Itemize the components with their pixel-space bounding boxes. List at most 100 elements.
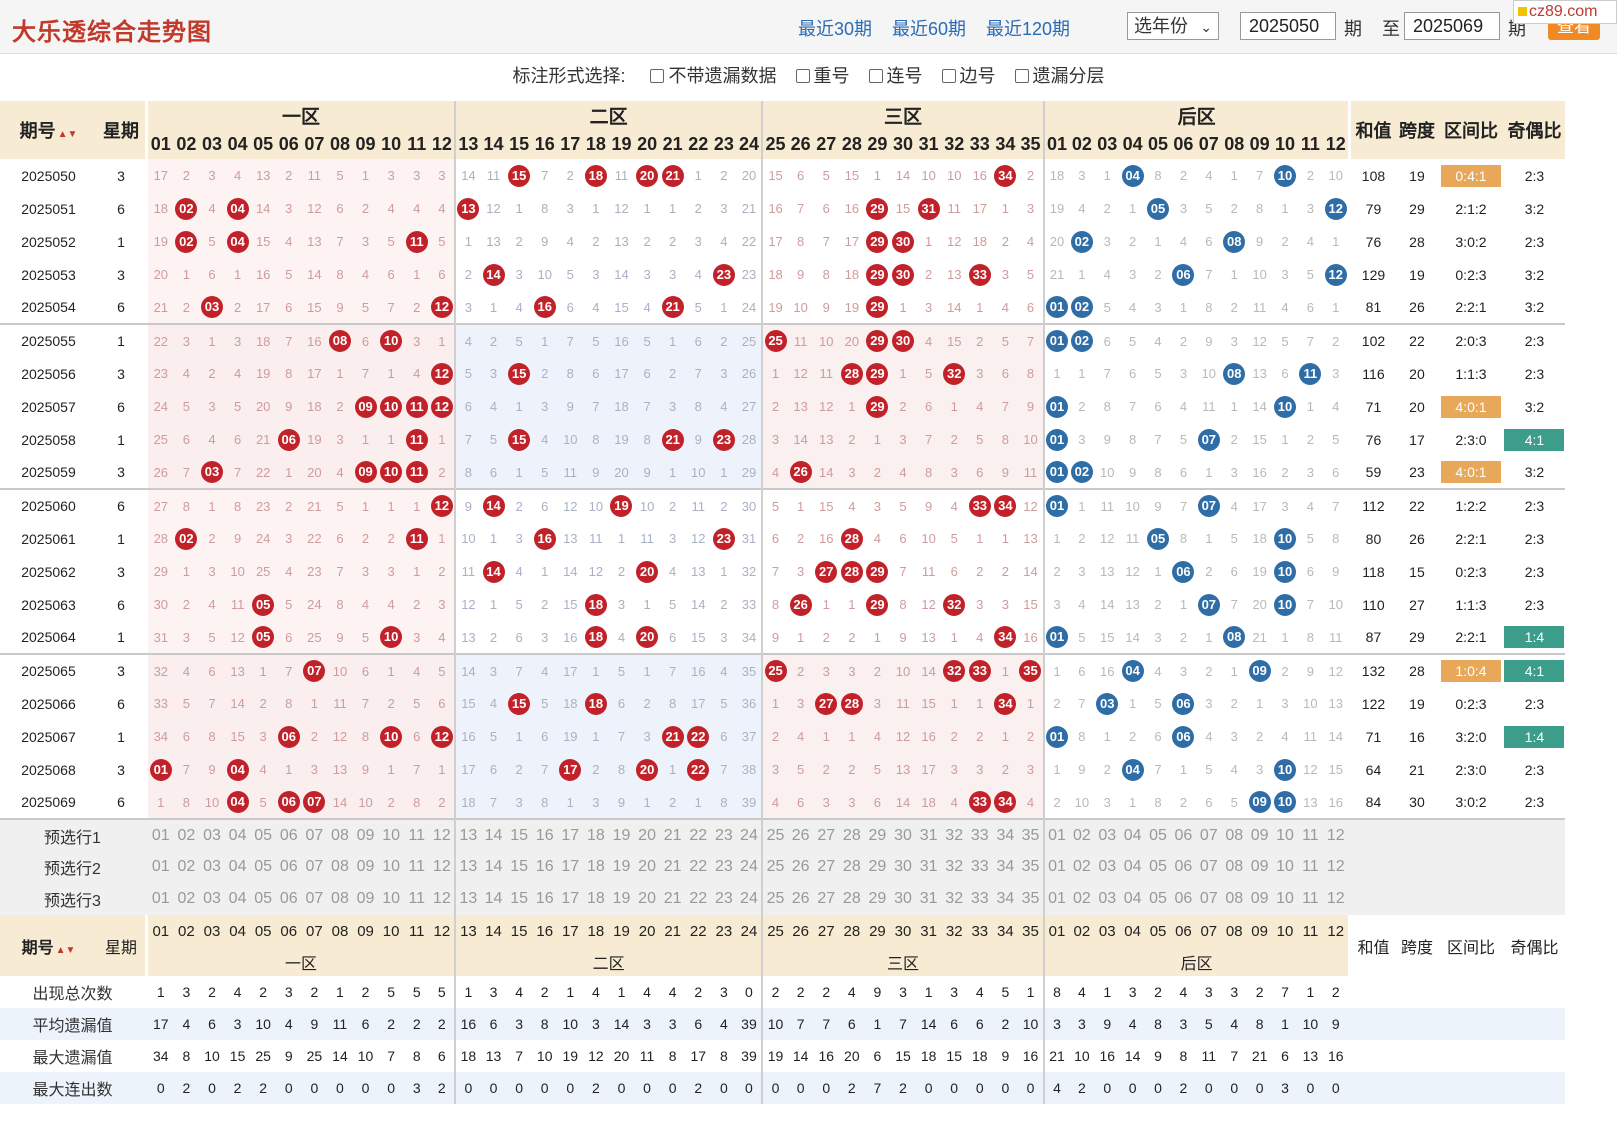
preselect-number[interactable]: 14 bbox=[480, 883, 507, 915]
preselect-number[interactable]: 07 bbox=[301, 851, 328, 883]
preselect-number[interactable]: 11 bbox=[403, 883, 430, 915]
preselect-number[interactable]: 13 bbox=[454, 818, 481, 851]
preselect-number[interactable]: 02 bbox=[1069, 851, 1095, 883]
preselect-number[interactable]: 35 bbox=[1018, 883, 1044, 915]
preselect-number[interactable]: 27 bbox=[813, 818, 840, 851]
preselect-number[interactable]: 03 bbox=[199, 883, 225, 915]
option-edge[interactable]: 边号 bbox=[941, 62, 996, 88]
preselect-number[interactable]: 01 bbox=[1042, 851, 1070, 883]
preselect-number[interactable]: 32 bbox=[941, 818, 967, 851]
option-repeat[interactable]: 重号 bbox=[795, 62, 850, 88]
preselect-number[interactable]: 02 bbox=[173, 818, 200, 851]
preselect-number[interactable]: 25 bbox=[761, 851, 788, 883]
preselect-number[interactable]: 07 bbox=[301, 818, 328, 851]
preselect-number[interactable]: 08 bbox=[1221, 851, 1247, 883]
preselect-number[interactable]: 14 bbox=[480, 818, 507, 851]
preselect-number[interactable]: 02 bbox=[1069, 883, 1095, 915]
preselect-number[interactable]: 08 bbox=[327, 851, 353, 883]
preselect-number[interactable]: 34 bbox=[992, 883, 1019, 915]
preselect-number[interactable]: 07 bbox=[1196, 883, 1222, 915]
preselect-number[interactable]: 15 bbox=[506, 818, 532, 851]
preselect-number[interactable]: 06 bbox=[1170, 883, 1197, 915]
preselect-number[interactable]: 12 bbox=[429, 883, 456, 915]
preselect-number[interactable]: 26 bbox=[787, 818, 814, 851]
preselect-number[interactable]: 15 bbox=[506, 851, 532, 883]
preselect-number[interactable]: 11 bbox=[1297, 818, 1324, 851]
preselect-number[interactable]: 17 bbox=[557, 883, 584, 915]
preselect-number[interactable]: 03 bbox=[1094, 818, 1120, 851]
preselect-number[interactable]: 29 bbox=[864, 851, 891, 883]
preselect-number[interactable]: 12 bbox=[1323, 818, 1349, 851]
preselect-number[interactable]: 10 bbox=[378, 851, 404, 883]
preselect-number[interactable]: 08 bbox=[327, 883, 353, 915]
preselect-number[interactable]: 04 bbox=[1119, 883, 1146, 915]
preselect-number[interactable]: 12 bbox=[429, 851, 456, 883]
preselect-number[interactable]: 04 bbox=[224, 818, 251, 851]
checkbox-icon[interactable] bbox=[941, 69, 956, 83]
preselect-number[interactable]: 09 bbox=[352, 883, 379, 915]
preselect-number[interactable]: 06 bbox=[275, 818, 302, 851]
preselect-number[interactable]: 28 bbox=[839, 883, 865, 915]
preselect-number[interactable]: 17 bbox=[557, 851, 584, 883]
preselect-number[interactable]: 11 bbox=[403, 851, 430, 883]
preselect-number[interactable]: 10 bbox=[378, 818, 404, 851]
preselect-number[interactable]: 32 bbox=[941, 851, 967, 883]
preselect-number[interactable]: 01 bbox=[148, 883, 174, 915]
preselect-number[interactable]: 30 bbox=[890, 883, 916, 915]
preselect-number[interactable]: 11 bbox=[403, 818, 430, 851]
preselect-number[interactable]: 22 bbox=[685, 818, 712, 851]
preselect-number[interactable]: 33 bbox=[967, 851, 993, 883]
preselect-number[interactable]: 02 bbox=[1069, 818, 1095, 851]
preselect-number[interactable]: 09 bbox=[1246, 883, 1273, 915]
preselect-number[interactable]: 11 bbox=[1297, 851, 1324, 883]
period-header[interactable]: 期号 ▲▼ bbox=[0, 101, 97, 159]
preselect-number[interactable]: 16 bbox=[531, 851, 558, 883]
preselect-number[interactable]: 10 bbox=[1272, 883, 1298, 915]
preselect-number[interactable]: 10 bbox=[378, 883, 404, 915]
preselect-number[interactable]: 32 bbox=[941, 883, 967, 915]
preselect-number[interactable]: 06 bbox=[1170, 851, 1197, 883]
preselect-number[interactable]: 21 bbox=[659, 851, 686, 883]
preselect-number[interactable]: 24 bbox=[736, 883, 763, 915]
recent-60-link[interactable]: 最近60期 bbox=[892, 19, 967, 39]
preselect-number[interactable]: 19 bbox=[608, 851, 635, 883]
to-period-input[interactable]: 2025069 bbox=[1404, 12, 1500, 40]
preselect-number[interactable]: 28 bbox=[839, 818, 865, 851]
preselect-number[interactable]: 04 bbox=[1119, 818, 1146, 851]
preselect-number[interactable]: 20 bbox=[634, 851, 660, 883]
preselect-number[interactable]: 33 bbox=[967, 883, 993, 915]
preselect-number[interactable]: 07 bbox=[301, 883, 328, 915]
preselect-number[interactable]: 22 bbox=[685, 883, 712, 915]
year-select[interactable]: 选年份 ⌄ bbox=[1127, 12, 1219, 40]
preselect-number[interactable]: 05 bbox=[250, 818, 276, 851]
preselect-number[interactable]: 26 bbox=[787, 851, 814, 883]
preselect-number[interactable]: 29 bbox=[864, 883, 891, 915]
preselect-number[interactable]: 09 bbox=[1246, 851, 1273, 883]
preselect-number[interactable]: 19 bbox=[608, 818, 635, 851]
preselect-number[interactable]: 05 bbox=[1145, 851, 1171, 883]
preselect-number[interactable]: 05 bbox=[1145, 818, 1171, 851]
recent-120-link[interactable]: 最近120期 bbox=[986, 19, 1071, 39]
preselect-number[interactable]: 27 bbox=[813, 883, 840, 915]
preselect-number[interactable]: 18 bbox=[583, 851, 609, 883]
preselect-number[interactable]: 27 bbox=[813, 851, 840, 883]
preselect-number[interactable]: 17 bbox=[557, 818, 584, 851]
checkbox-icon[interactable] bbox=[795, 69, 810, 83]
sort-arrows-icon[interactable]: ▲▼ bbox=[55, 944, 76, 956]
preselect-number[interactable]: 05 bbox=[250, 883, 276, 915]
preselect-number[interactable]: 06 bbox=[275, 883, 302, 915]
preselect-number[interactable]: 18 bbox=[583, 883, 609, 915]
preselect-number[interactable]: 15 bbox=[506, 883, 532, 915]
preselect-number[interactable]: 25 bbox=[761, 818, 788, 851]
option-no-omission[interactable]: 不带遗漏数据 bbox=[650, 62, 776, 88]
preselect-number[interactable]: 04 bbox=[224, 851, 251, 883]
preselect-number[interactable]: 01 bbox=[148, 851, 174, 883]
preselect-number[interactable]: 16 bbox=[531, 818, 558, 851]
preselect-number[interactable]: 01 bbox=[1042, 818, 1070, 851]
preselect-number[interactable]: 01 bbox=[148, 818, 174, 851]
preselect-number[interactable]: 20 bbox=[634, 818, 660, 851]
preselect-number[interactable]: 19 bbox=[608, 883, 635, 915]
preselect-number[interactable]: 03 bbox=[1094, 883, 1120, 915]
preselect-number[interactable]: 10 bbox=[1272, 851, 1298, 883]
checkbox-icon[interactable] bbox=[868, 69, 883, 83]
